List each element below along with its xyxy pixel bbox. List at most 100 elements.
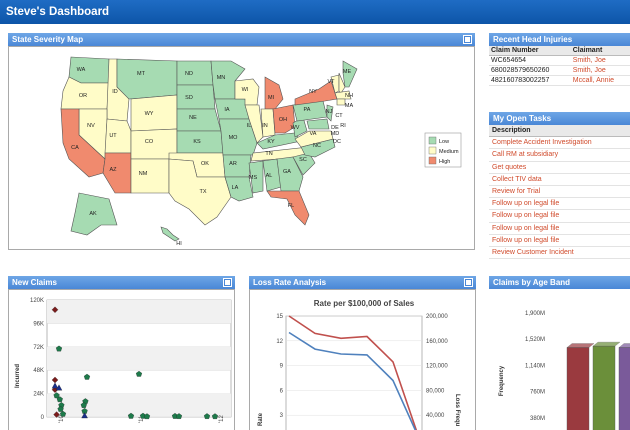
- state-ms[interactable]: [248, 160, 264, 194]
- scatter-point[interactable]: [53, 392, 60, 399]
- state-label-ar: AR: [229, 161, 237, 167]
- state-ne[interactable]: [176, 108, 222, 132]
- task-item[interactable]: Call RM at subsidiary: [489, 149, 630, 162]
- claimant-link[interactable]: Smith, Joe: [570, 55, 630, 66]
- task-item[interactable]: Follow up on legal file: [489, 198, 630, 211]
- scatter-point[interactable]: [55, 345, 63, 352]
- scatter-point[interactable]: [55, 384, 63, 391]
- state-ia[interactable]: [214, 98, 250, 120]
- state-il[interactable]: [244, 104, 264, 144]
- scatter-point[interactable]: [53, 411, 60, 418]
- us-map[interactable]: WA MT ND MN OR ID SD WI WY NE IA MI NY VT ME NV UT CO KS MO…: [9, 47, 474, 249]
- scatter-point[interactable]: [81, 412, 88, 419]
- open-tasks-header[interactable]: My Open Tasks: [489, 112, 630, 125]
- state-ct[interactable]: [336, 98, 346, 106]
- series-line[interactable]: [288, 315, 419, 430]
- age-band-bar[interactable]: [618, 347, 630, 430]
- state-va[interactable]: [294, 130, 334, 148]
- table-row[interactable]: WC654654 Smith, Joe: [489, 55, 630, 66]
- state-label-ne: NE: [189, 115, 197, 121]
- state-label-mt: MT: [137, 71, 146, 77]
- table-row[interactable]: 482160783002257 Mccall, Annie: [489, 75, 630, 86]
- scatter-point[interactable]: [211, 413, 219, 420]
- state-label-mi: MI: [268, 95, 275, 101]
- state-la[interactable]: [224, 176, 254, 202]
- state-nm[interactable]: [130, 158, 170, 194]
- state-ar[interactable]: [222, 154, 252, 178]
- state-label-az: AZ: [109, 167, 117, 173]
- task-item[interactable]: Review Customer Incident: [489, 247, 630, 260]
- head-injuries-header[interactable]: Recent Head Injuries: [489, 33, 630, 46]
- y-tick-label: 6: [280, 388, 284, 394]
- scatter-point[interactable]: [51, 306, 59, 313]
- age-band-header[interactable]: Claims by Age Band: [489, 276, 630, 289]
- scatter-point[interactable]: [143, 413, 151, 420]
- state-label-wi: WI: [242, 87, 249, 93]
- task-item[interactable]: Get quotes: [489, 162, 630, 174]
- task-item[interactable]: Review for Trial: [489, 186, 630, 199]
- age-band-bar[interactable]: [592, 345, 616, 430]
- loss-rate-header[interactable]: Loss Rate Analysis: [249, 276, 476, 289]
- scatter-point[interactable]: [80, 402, 87, 408]
- scatter-point[interactable]: [56, 396, 63, 403]
- state-az[interactable]: [102, 152, 132, 194]
- state-ga[interactable]: [276, 156, 304, 192]
- state-label-mo: MO: [229, 135, 239, 141]
- head-injuries-panel: Recent Head Injuries Claim Number Claima…: [489, 33, 630, 99]
- new-claims-chart[interactable]: Incurred 120K 96K 72K 48K 24K 0 '10 '11 '12: [9, 290, 234, 430]
- claim-number: WC654654: [489, 55, 571, 66]
- task-item[interactable]: Complete Accident Investigation: [489, 137, 630, 150]
- state-mi[interactable]: [264, 76, 284, 110]
- scatter-point[interactable]: [51, 382, 59, 389]
- state-oh[interactable]: [272, 104, 296, 134]
- task-item[interactable]: Follow up on legal file: [489, 235, 630, 247]
- state-sc[interactable]: [292, 152, 316, 176]
- claimant-link[interactable]: Mccall, Annie: [570, 75, 630, 86]
- panel-menu-icon[interactable]: [223, 278, 232, 287]
- state-hi[interactable]: [160, 226, 180, 242]
- scatter-point[interactable]: [83, 373, 91, 380]
- state-fl[interactable]: [266, 190, 310, 226]
- state-ak[interactable]: [70, 192, 118, 236]
- series-line[interactable]: [288, 331, 419, 430]
- state-nj[interactable]: [326, 104, 334, 122]
- task-item[interactable]: Collect TIV data: [489, 174, 630, 186]
- state-tx[interactable]: [168, 158, 232, 226]
- scatter-point[interactable]: [203, 413, 211, 419]
- age-band-bar[interactable]: [566, 347, 590, 430]
- state-label-wa: WA: [77, 67, 86, 73]
- scatter-point[interactable]: [135, 370, 143, 377]
- loss-rate-chart[interactable]: Rate per $100,000 of Sales Rate Loss Fre…: [250, 290, 475, 430]
- state-me[interactable]: [342, 60, 358, 88]
- task-item[interactable]: Follow up on legal file: [489, 210, 630, 223]
- y-tick-label: 48K: [33, 368, 44, 374]
- column-header-claimant[interactable]: Claimant: [570, 46, 630, 56]
- state-mt[interactable]: [116, 58, 178, 100]
- state-label-or: OR: [79, 93, 87, 99]
- claimant-link[interactable]: Smith, Joe: [570, 65, 630, 76]
- task-item[interactable]: Follow up on legal file: [489, 223, 630, 235]
- state-wa[interactable]: [68, 56, 110, 84]
- age-band-chart[interactable]: Frequency 1,900M 1,520M 1,140M 760M 380M: [489, 289, 630, 430]
- scatter-point[interactable]: [127, 412, 135, 419]
- state-label-ct: CT: [335, 113, 343, 119]
- scatter-point[interactable]: [175, 413, 183, 419]
- column-header-description[interactable]: Description: [489, 125, 630, 138]
- column-header-claim-number[interactable]: Claim Number: [489, 46, 571, 56]
- state-sd[interactable]: [176, 84, 216, 110]
- new-claims-header[interactable]: New Claims: [8, 276, 235, 289]
- map-panel-header[interactable]: State Severity Map: [8, 33, 475, 46]
- state-nd[interactable]: [176, 60, 214, 86]
- state-wy[interactable]: [130, 94, 178, 132]
- state-md[interactable]: [306, 118, 330, 130]
- scatter-point[interactable]: [57, 406, 64, 412]
- state-label-al: AL: [266, 173, 273, 179]
- y-tick-label: 120K: [30, 298, 44, 304]
- state-label-nc: NC: [313, 143, 321, 149]
- scatter-point[interactable]: [59, 410, 67, 417]
- state-ma[interactable]: [334, 90, 352, 100]
- panel-menu-icon[interactable]: [463, 35, 472, 44]
- table-row[interactable]: 680028579650260 Smith, Joe: [489, 65, 630, 76]
- panel-menu-icon[interactable]: [464, 278, 473, 287]
- legend-label-medium: Medium: [439, 149, 459, 155]
